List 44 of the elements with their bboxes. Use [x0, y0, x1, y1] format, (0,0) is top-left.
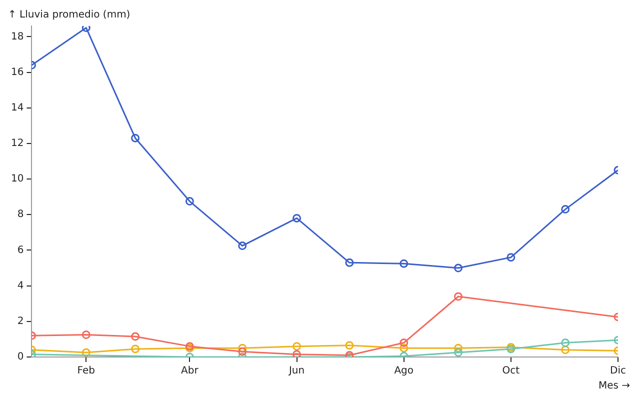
point	[131, 332, 140, 341]
point	[292, 350, 302, 357]
x-tick-label: Dic	[610, 366, 626, 377]
point	[454, 344, 463, 352]
y-tick-label: 0	[17, 352, 24, 363]
x-tick-label: Abr	[181, 366, 200, 377]
y-tick-label: 4	[17, 280, 24, 292]
point	[561, 338, 570, 348]
y-tick-label: 6	[17, 244, 24, 256]
point	[238, 344, 247, 352]
x-tick-label: Feb	[77, 366, 95, 377]
x-tick-label: Jun	[288, 366, 305, 377]
point	[561, 205, 570, 214]
point	[400, 344, 408, 352]
y-tick-label: 14	[10, 102, 24, 114]
point	[185, 197, 194, 206]
point	[292, 214, 302, 222]
point	[400, 338, 408, 348]
y-axis-title: ↑ Lluvia promedio (mm)	[8, 10, 130, 21]
point	[131, 344, 140, 354]
point	[506, 253, 516, 262]
point	[454, 348, 463, 357]
y-tick-label: 18	[10, 31, 24, 42]
point	[454, 292, 463, 301]
y-tick-label: 8	[17, 209, 24, 220]
point	[292, 342, 302, 351]
y-tick-label: 12	[10, 138, 24, 150]
point	[82, 330, 90, 340]
x-tick-label: Oct	[502, 366, 520, 377]
x-tick-label: Ago	[394, 366, 414, 377]
point	[82, 348, 90, 357]
point	[345, 341, 354, 350]
point	[238, 242, 247, 250]
y-tick-label: 2	[17, 316, 24, 327]
point	[345, 258, 354, 267]
point	[454, 264, 463, 272]
point	[238, 347, 247, 356]
y-tick-label: 10	[10, 174, 24, 185]
y-tick-label: 16	[10, 66, 24, 78]
point	[82, 26, 90, 32]
x-axis-title: Mes →	[598, 380, 630, 392]
point	[131, 134, 140, 142]
point	[400, 259, 408, 268]
point	[561, 346, 570, 354]
